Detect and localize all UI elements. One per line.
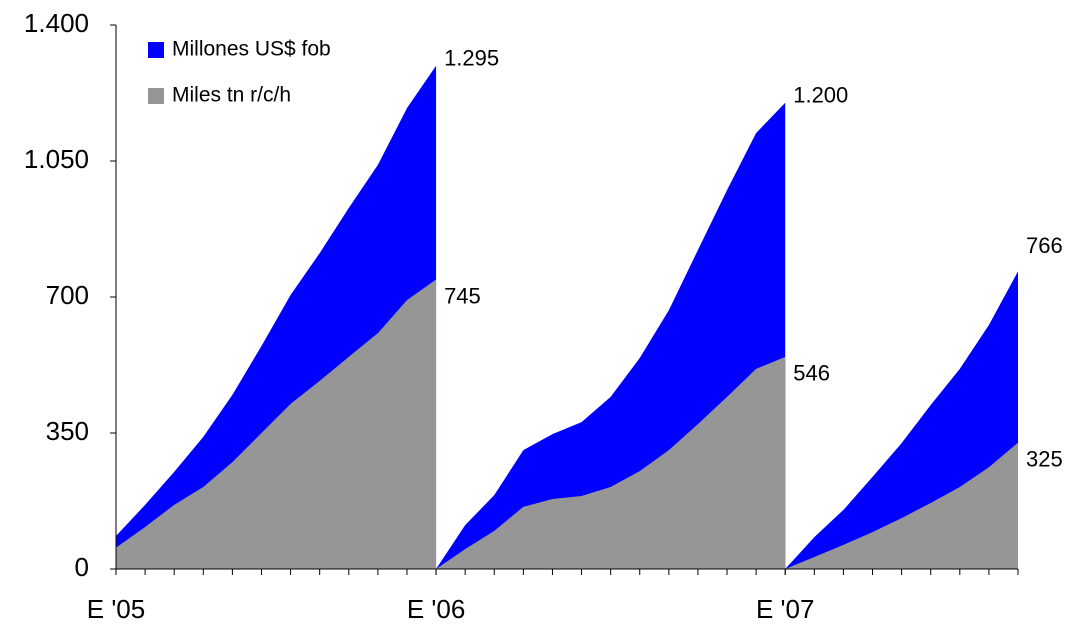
data-label: 766 <box>1026 233 1063 258</box>
legend-swatch <box>148 42 164 58</box>
data-label: 1.200 <box>793 83 848 108</box>
x-tick-label: E '07 <box>756 594 814 624</box>
data-label: 325 <box>1026 447 1063 472</box>
area <box>116 279 1018 569</box>
data-label: 546 <box>793 361 830 386</box>
y-tick-label: 1.400 <box>24 8 89 38</box>
legend-swatch <box>148 88 164 104</box>
y-tick-label: 0 <box>75 552 89 582</box>
y-tick-label: 350 <box>46 416 89 446</box>
x-tick-label: E '06 <box>407 594 465 624</box>
legend-label: Miles tn r/c/h <box>172 84 291 107</box>
x-tick-label: E '05 <box>87 594 145 624</box>
legend-label: Millones US$ fob <box>172 38 331 61</box>
y-tick-label: 1.050 <box>24 144 89 174</box>
data-label: 1.295 <box>444 46 499 71</box>
y-tick-label: 700 <box>46 280 89 310</box>
data-label: 745 <box>444 283 481 308</box>
